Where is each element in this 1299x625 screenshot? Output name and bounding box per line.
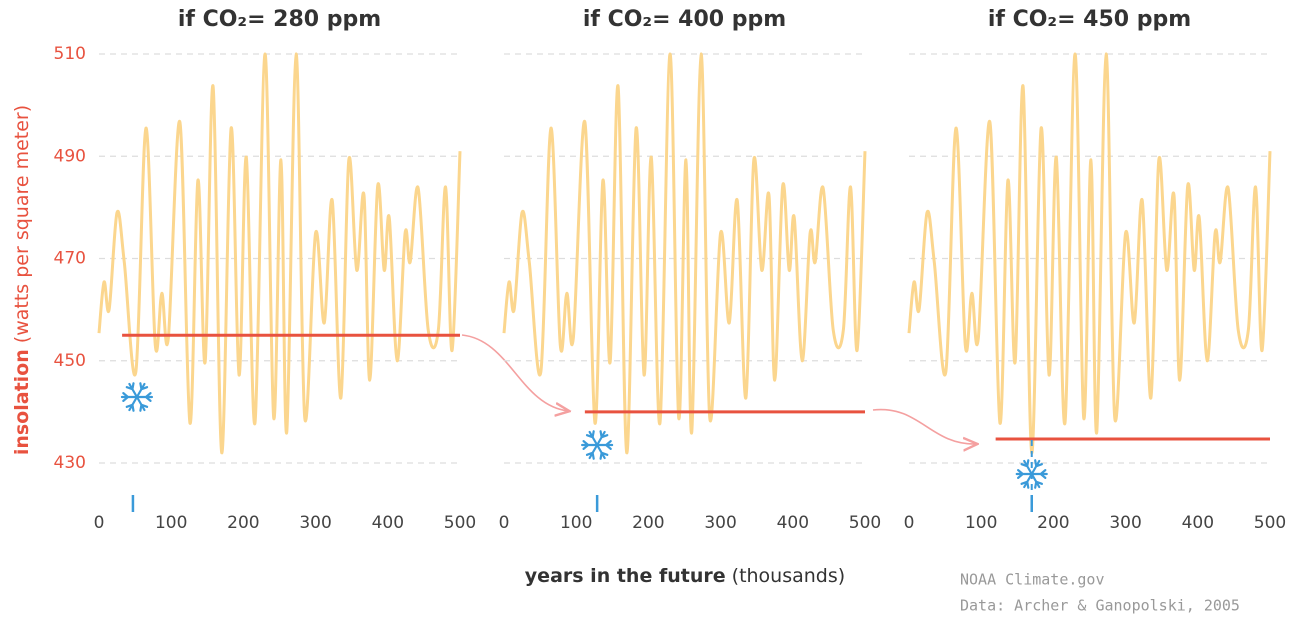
snowflake-arm [125,382,139,399]
snowflake [581,430,614,460]
x-tick-label: 300 [1109,513,1141,533]
x-tick-label: 500 [849,513,881,533]
snowflake-arm [1030,459,1043,476]
x-label-main: years in the future [525,565,726,587]
y-label-unit: (watts per square meter) [11,105,33,343]
snowflake-arm [135,392,154,402]
y-tick-label: 470 [54,249,86,269]
x-tick-label: 400 [372,513,404,533]
snowflake-arm [120,392,139,402]
snowflake-arm [585,430,599,447]
snowflake-arm [585,443,599,460]
snowflake-arm [596,440,614,450]
insolation-line [907,52,1272,455]
x-tick-label: 100 [560,513,592,533]
snowflake-arm [596,430,609,447]
y-tick-label: 490 [54,146,86,166]
x-tick-label: 100 [965,513,997,533]
x-tick-label: 400 [1182,513,1214,533]
snowflake-arm [581,440,599,450]
arrow [461,334,568,411]
x-tick-label: 0 [499,513,510,533]
snowflake-arm [1015,469,1033,479]
x-tick-label: 500 [444,513,476,533]
x-tick-label: 400 [777,513,809,533]
x-tick-label: 200 [227,513,259,533]
insolation-line [97,52,462,455]
snowflake [1015,459,1048,489]
y-axis-label: insolation (watts per square meter) [11,105,33,455]
snowflake-arm [135,395,149,412]
x-tick-label: 300 [299,513,331,533]
arrow [872,408,976,444]
panel-title: if CO₂= 280 ppm [178,7,381,32]
snowflake-arm [135,382,149,399]
snowflake-arm [1030,472,1043,489]
x-tick-label: 200 [1037,513,1069,533]
y-label-main: insolation [11,349,33,455]
x-tick-label: 500 [1254,513,1286,533]
snowflake-arm [1030,469,1048,479]
snowflake [120,382,154,412]
panel-title: if CO₂= 450 ppm [988,7,1191,32]
x-tick-label: 300 [704,513,736,533]
snowflake-arm [596,443,609,460]
snowflake-arm [1020,459,1033,476]
x-tick-label: 0 [904,513,915,533]
credit: NOAA Climate.gov [960,571,1105,589]
x-label-unit: (thousands) [732,565,846,587]
x-axis-label: years in the future (thousands) [525,565,845,587]
x-tick-label: 100 [155,513,187,533]
x-tick-label: 200 [632,513,664,533]
snowflake-arm [1020,472,1033,489]
x-tick-label: 0 [94,513,105,533]
credit: Data: Archer & Ganopolski, 2005 [960,597,1240,615]
panel-title: if CO₂= 400 ppm [583,7,786,32]
y-tick-label: 510 [54,44,86,64]
y-tick-label: 450 [54,351,86,371]
insolation-line [502,52,867,455]
y-tick-label: 430 [54,453,86,473]
snowflake-arm [125,395,139,412]
